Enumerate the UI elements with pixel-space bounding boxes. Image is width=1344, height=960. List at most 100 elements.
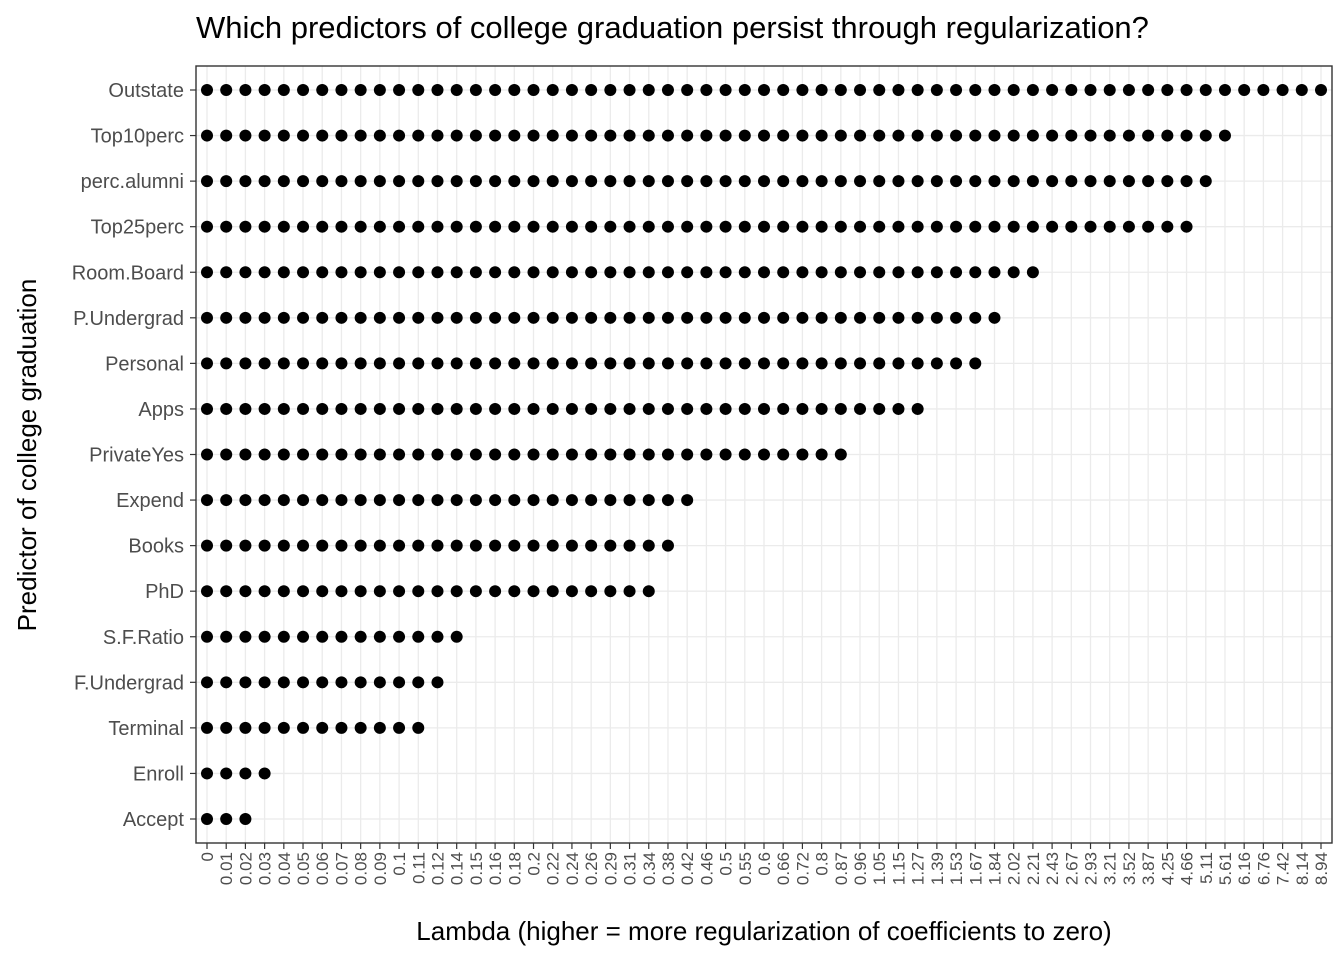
data-point-top10perc [661, 129, 674, 142]
data-point-outstate [393, 84, 406, 96]
data-point-expend [508, 494, 521, 507]
data-point-personal [239, 357, 252, 370]
x-tick-label: 0.29 [601, 852, 620, 885]
data-point-top10perc [758, 129, 770, 142]
data-point-p-undergrad [758, 311, 770, 324]
data-point-accept [220, 813, 233, 825]
data-point-terminal [316, 721, 329, 734]
data-point-phd [297, 585, 310, 598]
data-point-room-board [239, 266, 252, 279]
data-point-outstate [873, 84, 886, 96]
x-tick-label: 0.24 [563, 852, 582, 885]
data-point-books [604, 539, 617, 552]
data-point-personal [719, 357, 732, 370]
data-point-outstate [220, 84, 233, 96]
data-point-personal [873, 357, 886, 370]
x-tick-label: 0.04 [275, 852, 294, 885]
x-tick-label: 0.96 [851, 852, 870, 885]
data-point-room-board [930, 266, 943, 279]
data-point-perc-alumni [373, 175, 386, 188]
data-point-books [412, 539, 425, 552]
data-point-outstate [1238, 84, 1251, 96]
data-point-outstate [527, 84, 540, 96]
data-point-apps [642, 402, 655, 415]
data-point-privateyes [758, 448, 770, 461]
x-tick-label: 0.02 [236, 852, 255, 885]
data-point-expend [297, 494, 310, 507]
data-point-top25perc [258, 220, 271, 233]
data-point-phd [431, 585, 444, 598]
data-point-top25perc [220, 220, 233, 233]
x-tick-label: 0.16 [486, 852, 505, 885]
data-point-top10perc [930, 129, 943, 142]
data-point-outstate [1103, 84, 1116, 96]
data-point-room-board [911, 266, 924, 279]
data-point-room-board [681, 266, 694, 279]
data-point-top10perc [450, 129, 463, 142]
x-tick-label: 3.87 [1139, 852, 1158, 885]
data-point-phd [412, 585, 425, 598]
data-point-top25perc [815, 220, 828, 233]
data-point-privateyes [335, 448, 348, 461]
x-tick-label: 0.34 [640, 852, 659, 885]
data-point-privateyes [412, 448, 425, 461]
data-point-room-board [604, 266, 617, 279]
data-point-room-board [969, 266, 982, 279]
data-point-expend [546, 494, 559, 507]
data-point-top25perc [508, 220, 521, 233]
data-point-room-board [258, 266, 271, 279]
x-tick-label: 5.11 [1197, 852, 1216, 884]
data-point-p-undergrad [508, 311, 521, 324]
data-point-personal [661, 357, 674, 370]
data-point-f-undergrad [373, 676, 386, 689]
data-point-f-undergrad [412, 676, 425, 689]
data-point-top25perc [585, 220, 598, 233]
data-point-personal [354, 357, 367, 370]
data-point-top25perc [201, 220, 213, 233]
data-point-apps [854, 402, 867, 415]
x-tick-label: 0.66 [774, 852, 793, 885]
data-point-enroll [258, 767, 271, 780]
data-point-top10perc [1084, 129, 1097, 142]
data-point-perc-alumni [738, 175, 751, 188]
x-tick-label: 0.46 [697, 852, 716, 885]
data-point-top10perc [796, 129, 809, 142]
data-point-top25perc [1103, 220, 1116, 233]
data-point-p-undergrad [661, 311, 674, 324]
data-point-privateyes [585, 448, 598, 461]
data-point-top10perc [834, 129, 847, 142]
data-point-expend [412, 494, 425, 507]
data-point-perc-alumni [777, 175, 790, 188]
data-point-room-board [777, 266, 790, 279]
data-point-personal [527, 357, 540, 370]
data-point-top10perc [335, 129, 348, 142]
x-tick-label: 5.61 [1216, 852, 1235, 885]
y-tick-label: Top10perc [91, 126, 184, 148]
data-point-terminal [412, 721, 425, 734]
data-point-outstate [508, 84, 521, 96]
y-tick-label: perc.alumni [81, 171, 184, 193]
data-point-top25perc [642, 220, 655, 233]
data-point-top25perc [1007, 220, 1020, 233]
data-point-room-board [661, 266, 674, 279]
data-point-personal [316, 357, 329, 370]
data-point-room-board [642, 266, 655, 279]
data-point-books [297, 539, 310, 552]
x-tick-label: 6.76 [1254, 852, 1273, 885]
data-point-top10perc [277, 129, 290, 142]
data-point-privateyes [469, 448, 482, 461]
data-point-room-board [450, 266, 463, 279]
data-point-phd [508, 585, 521, 598]
x-tick-label: 0.12 [428, 852, 447, 885]
data-point-p-undergrad [527, 311, 540, 324]
data-point-top25perc [969, 220, 982, 233]
x-tick-label: 0.01 [217, 852, 236, 885]
x-tick-label: 0.38 [659, 852, 678, 885]
data-point-top25perc [354, 220, 367, 233]
x-tick-label: 0.31 [621, 852, 640, 885]
x-tick-label: 2.43 [1043, 852, 1062, 885]
data-point-outstate [950, 84, 963, 96]
x-tick-label: 1.27 [909, 852, 928, 885]
data-point-outstate [1026, 84, 1039, 96]
data-point-outstate [1142, 84, 1155, 96]
